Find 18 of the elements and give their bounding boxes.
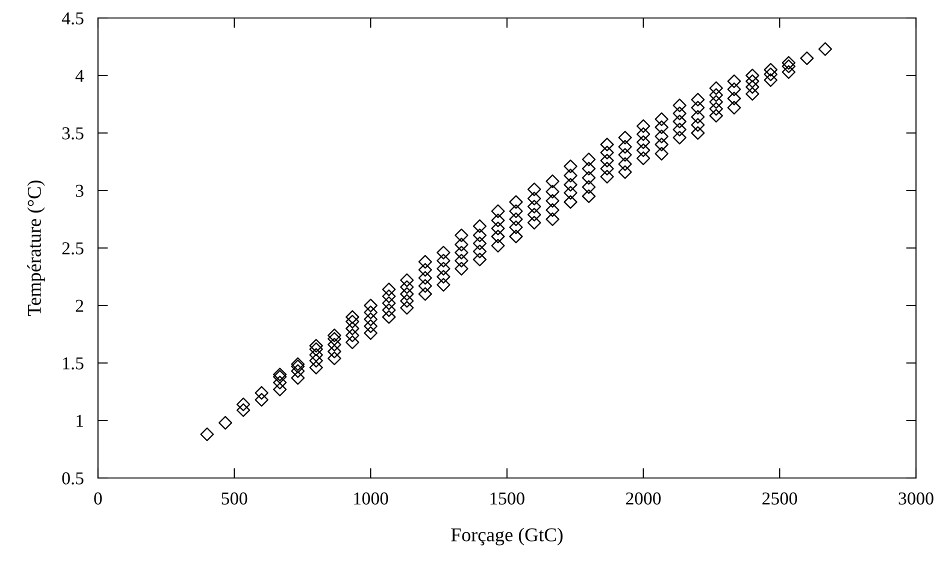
y-tick-label: 3.5: [62, 127, 84, 140]
y-axis-title: Température (°C): [27, 180, 45, 316]
y-tick-label: 4: [75, 70, 84, 82]
y-tick-label: 2.5: [62, 242, 84, 255]
x-tick-label: 2000: [626, 492, 661, 505]
x-tick-label: 1000: [354, 492, 388, 505]
y-tick-label: 2: [76, 300, 84, 312]
x-axis-title: Forçage (GtC): [451, 528, 563, 546]
y-tick-label: 3: [76, 184, 84, 197]
x-tick-label: 3000: [898, 492, 934, 505]
x-tick-label: 500: [222, 492, 248, 505]
x-tick-label: 1500: [490, 492, 524, 505]
y-tick-label: 0.5: [62, 472, 84, 485]
x-tick-label: 0: [94, 492, 102, 505]
x-tick-label: 2500: [762, 492, 798, 505]
y-tick-label: 1.5: [63, 357, 84, 370]
y-tick-label: 1: [76, 414, 84, 427]
y-tick-label: 4.5: [62, 12, 84, 25]
